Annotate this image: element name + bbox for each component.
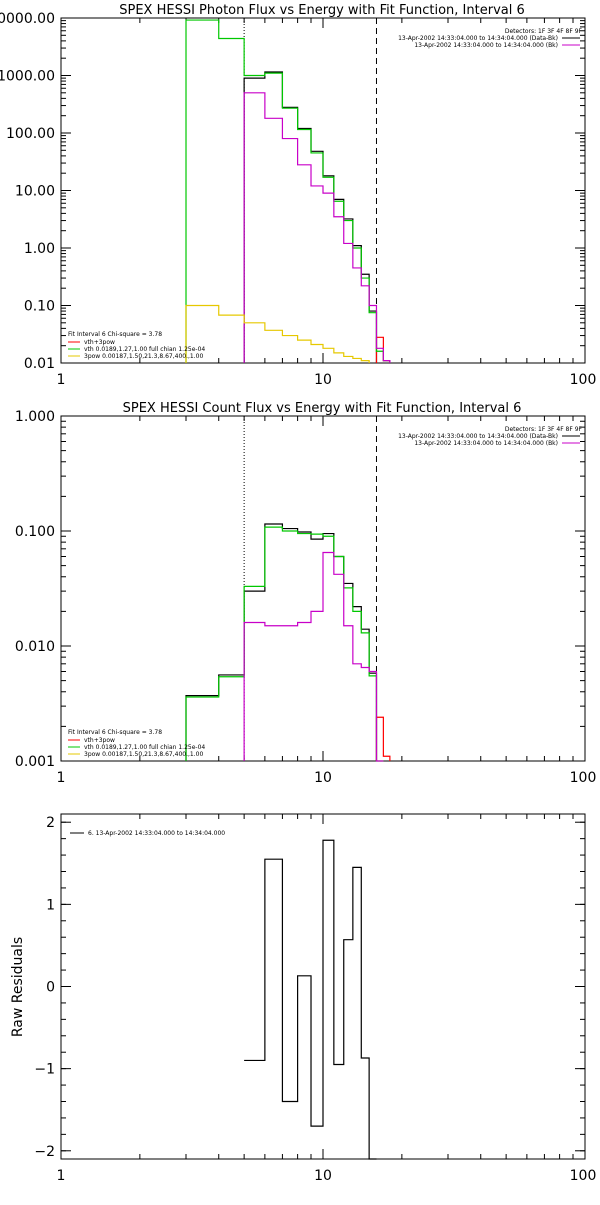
histogram-series [185,304,370,363]
y-tick-label: 0 [46,980,55,996]
histogram-series [243,92,391,363]
legend-vth-3pow: vth+3pow [84,339,115,346]
legend-vth-params: vth 0.0189,1.27,1.00 full chian 1.25e-04 [84,346,205,353]
x-tick-label: 1 [57,1168,66,1184]
photon-flux-legend: Fit Interval 6 Chi-square = 3.78 vth+3po… [68,331,205,360]
bk-interval-label: 13-Apr-2002 14:33:04.000 to 14:34:04.000… [414,42,558,49]
histogram-series [243,71,378,363]
data-bk-interval-label: 13-Apr-2002 14:33:04.000 to 14:34:04.000… [398,433,558,440]
residuals-legend: 6. 13-Apr-2002 14:33:04.000 to 14:34:04.… [70,830,225,837]
residuals-y-axis-label: Raw Residuals [10,937,26,1037]
count-flux-panel: SPEX HESSI Count Flux vs Energy with Fit… [15,401,596,786]
x-tick-label: 1 [57,770,66,786]
x-tick-label: 10 [314,372,332,388]
legend-fit-interval: Fit Interval 6 Chi-square = 3.78 [68,729,162,736]
x-tick-label: 1 [57,372,66,388]
y-tick-label: 100.00 [6,126,55,142]
histogram-series [243,551,384,762]
photon-flux-x-tick-labels: 1 10 100 [57,372,597,388]
residuals-panel: 1 10 100 −2 −1 0 1 2 Raw Residuals 6. 13-Apr… [10,813,597,1184]
y-tick-label: 1.00 [24,241,55,257]
histogram-series [244,839,377,1160]
histogram-series [185,526,384,762]
y-tick-label: 0.010 [15,639,55,655]
x-tick-label: 100 [570,770,597,786]
legend-3pow-params: 3pow 0.00187,1.50,21.3,8.67,400.,1.00 [84,353,203,360]
count-flux-legend: Fit Interval 6 Chi-square = 3.78 vth+3po… [68,729,205,758]
photon-flux-header: Detectors: 1F 3F 4F 8F 9F 13-Apr-2002 14… [398,28,582,49]
y-tick-label: 1000.00 [0,69,55,85]
count-flux-x-tick-labels: 1 10 100 [57,770,597,786]
detectors-label: Detectors: 1F 3F 4F 8F 9F [505,426,583,433]
legend-interval-label: 6. 13-Apr-2002 14:33:04.000 to 14:34:04.… [88,830,225,837]
residuals-x-tick-labels: 1 10 100 [57,1168,597,1184]
histogram-series [185,523,378,761]
legend-fit-interval: Fit Interval 6 Chi-square = 3.78 [68,331,162,338]
y-tick-label: 10.00 [15,184,55,200]
photon-flux-title: SPEX HESSI Photon Flux vs Energy with Fi… [119,3,525,18]
bk-interval-label: 13-Apr-2002 14:33:04.000 to 14:34:04.000… [414,440,558,447]
count-flux-header: Detectors: 1F 3F 4F 8F 9F 13-Apr-2002 14… [398,426,582,447]
legend-3pow-params: 3pow 0.00187,1.50,21.3,8.67,400.,1.00 [84,751,203,758]
y-tick-label: 0.100 [15,524,55,540]
count-flux-title: SPEX HESSI Count Flux vs Energy with Fit… [123,401,522,416]
y-tick-label: −1 [34,1062,55,1078]
legend-vth-3pow: vth+3pow [84,737,115,744]
detectors-label: Detectors: 1F 3F 4F 8F 9F [505,28,583,35]
y-tick-label: 0.001 [15,754,55,770]
y-tick-label: 0.10 [24,299,55,315]
y-tick-label: 0000.00 [0,11,55,27]
histogram-series [185,19,391,363]
y-tick-label: 1.000 [15,409,55,425]
y-tick-label: 0.01 [24,356,55,372]
legend-vth-params: vth 0.0189,1.27,1.00 full chian 1.25e-04 [84,744,205,751]
y-tick-label: 1 [46,897,55,913]
x-tick-label: 100 [570,372,597,388]
data-bk-interval-label: 13-Apr-2002 14:33:04.000 to 14:34:04.000… [398,35,558,42]
photon-flux-panel: SPEX HESSI Photon Flux vs Energy with Fi… [0,3,596,388]
x-tick-label: 10 [314,770,332,786]
x-tick-label: 10 [314,1168,332,1184]
x-tick-label: 100 [570,1168,597,1184]
y-tick-label: 2 [46,815,55,831]
histogram-series [375,716,391,761]
y-tick-label: −2 [34,1144,55,1160]
